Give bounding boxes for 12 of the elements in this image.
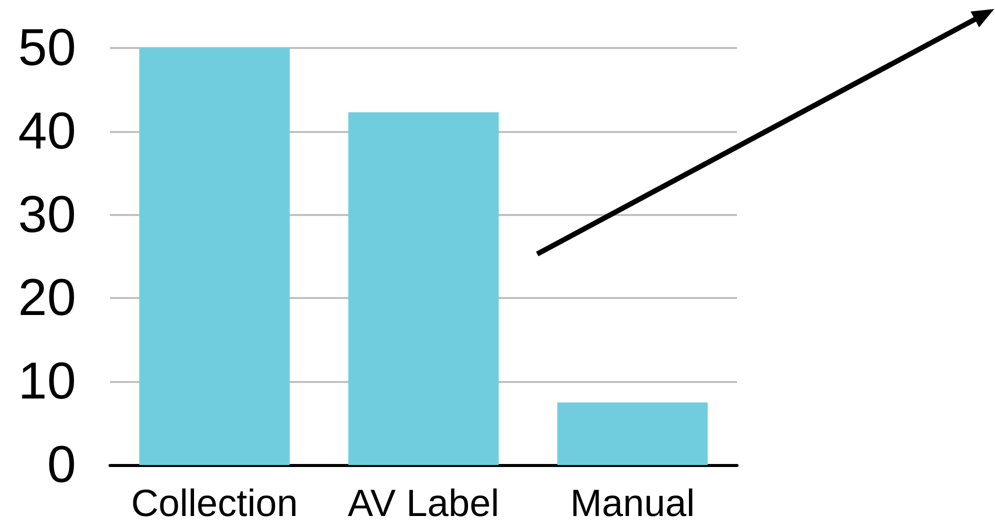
y-tick-label: 40 [18, 102, 76, 160]
bar [348, 112, 499, 465]
y-tick-label: 20 [18, 269, 76, 328]
y-tick-label: 50 [18, 19, 76, 77]
y-tick-label: 10 [18, 352, 76, 411]
y-tick-label: 30 [18, 186, 76, 244]
x-tick-label: Manual [570, 483, 695, 524]
bar [139, 48, 290, 465]
y-tick-label: 0 [47, 436, 76, 494]
bar [557, 402, 708, 465]
x-tick-label: Collection [131, 483, 298, 524]
x-tick-label: AV Label [348, 483, 500, 524]
